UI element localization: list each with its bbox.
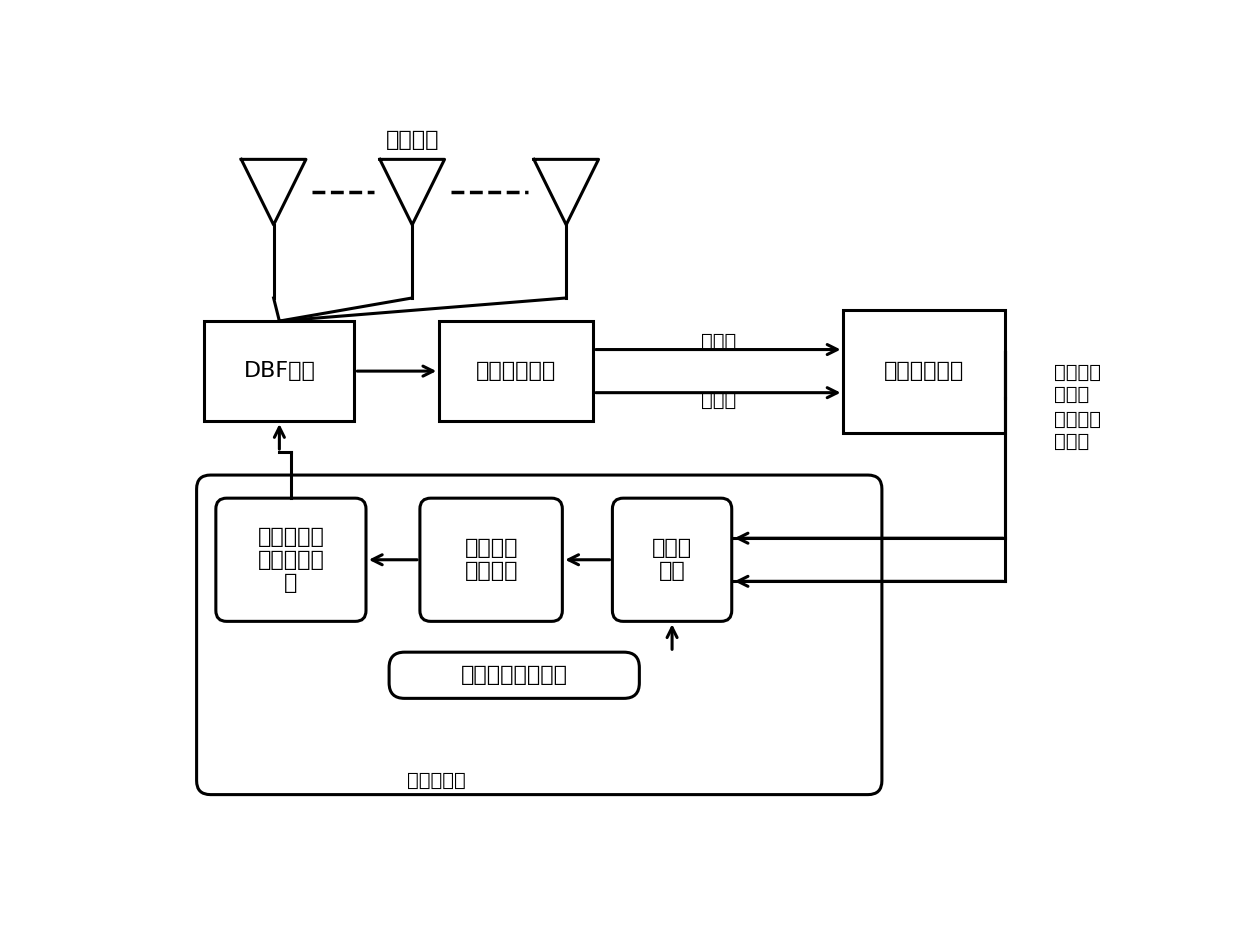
Text: 角度误差解调: 角度误差解调 — [884, 361, 965, 381]
FancyBboxPatch shape — [216, 498, 366, 621]
Text: 波控计算机: 波控计算机 — [407, 771, 466, 790]
Text: 坐标系选择与控制: 坐标系选择与控制 — [461, 665, 568, 686]
Text: 角度到权系
数转换与配
置: 角度到权系 数转换与配 置 — [258, 526, 325, 593]
Text: 二阶数字
跟踪环路: 二阶数字 跟踪环路 — [464, 538, 518, 582]
Text: 俯仰维误
差电压: 俯仰维误 差电压 — [1054, 409, 1101, 451]
FancyBboxPatch shape — [389, 653, 640, 699]
Text: 差信号: 差信号 — [701, 390, 735, 410]
Text: DBF加权: DBF加权 — [243, 361, 315, 381]
Text: 坐标系
转换: 坐标系 转换 — [652, 538, 692, 582]
FancyBboxPatch shape — [420, 498, 563, 621]
Text: 方位维误
差电压: 方位维误 差电压 — [1054, 363, 1101, 405]
Bar — [439, 321, 593, 422]
FancyBboxPatch shape — [197, 475, 882, 795]
Bar — [843, 309, 1006, 433]
FancyBboxPatch shape — [613, 498, 732, 621]
Text: 和信号: 和信号 — [701, 332, 735, 352]
Bar — [205, 321, 355, 422]
Text: 天线阵列: 天线阵列 — [386, 130, 439, 150]
Text: 和差波束形成: 和差波束形成 — [476, 361, 557, 381]
